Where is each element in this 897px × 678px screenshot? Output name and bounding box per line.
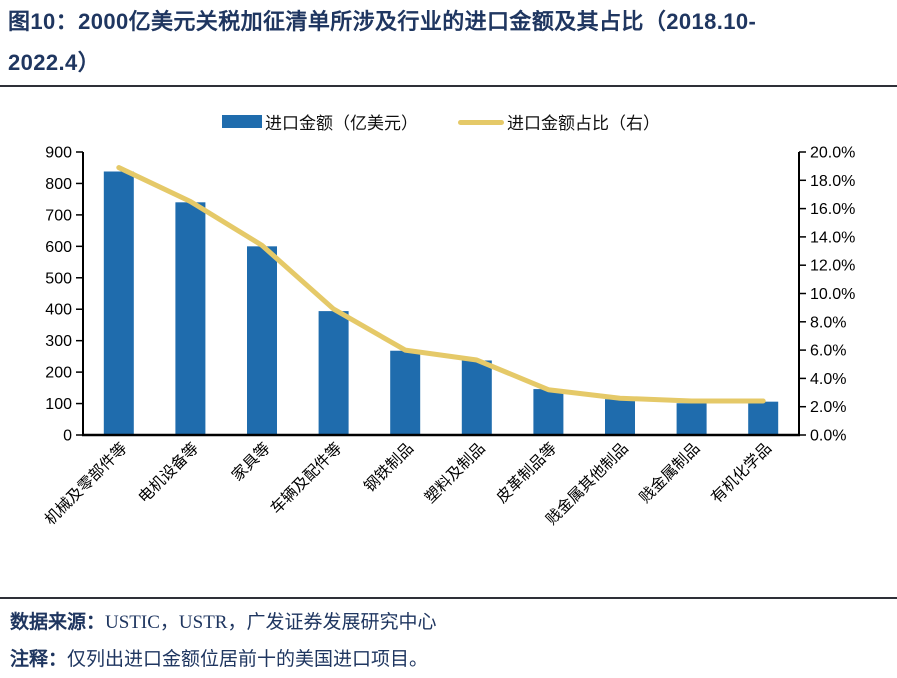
bar-贱金属制品	[676, 403, 707, 435]
note-line: 注释：仅列出进口金额位居前十的美国进口项目。	[10, 644, 428, 671]
import-amount-bar-line-chart: 0 100 200 300 400 500 600 700 800 900 0.0% 2.0% 4.0%…	[41, 145, 855, 529]
x-axis-label: 塑料及制品	[421, 439, 489, 507]
bar-贱金属其他制品	[605, 399, 635, 435]
left-axis-label: 0	[63, 428, 72, 445]
left-axis-label: 300	[45, 333, 72, 350]
figure-title: 图10：2000亿美元关税加征清单所涉及行业的进口金额及其占比（2018.10-…	[8, 9, 757, 75]
bar-钢铁制品	[390, 350, 421, 435]
bottom-divider	[0, 597, 897, 599]
left-axis-label: 400	[45, 302, 72, 319]
left-axis-label: 900	[45, 145, 72, 162]
bar-series-swatch-icon	[222, 115, 262, 128]
legend-item-bar-series: 进口金额（亿美元）	[222, 109, 418, 134]
right-axis-label: 0.0%	[810, 428, 846, 445]
right-axis-label: 8.0%	[810, 314, 846, 331]
bar-电机设备等	[175, 202, 206, 435]
legend-item-line-series: 进口金额占比（右）	[458, 109, 660, 134]
bar-塑料及制品	[461, 360, 492, 435]
left-axis-label: 200	[45, 365, 72, 382]
left-axis-label: 600	[45, 239, 72, 256]
x-axis-label: 皮革制品等	[493, 439, 561, 507]
right-axis-label: 20.0%	[810, 145, 855, 162]
right-axis-label: 6.0%	[810, 343, 846, 360]
data-source-line: 数据来源：USTIC，USTR，广发证券发展研究中心	[10, 607, 436, 634]
left-axis-label: 500	[45, 270, 72, 287]
bar-series-label: 进口金额（亿美元）	[265, 114, 418, 133]
top-divider	[0, 85, 897, 87]
note-text: 仅列出进口金额位居前十的美国进口项目。	[67, 649, 429, 670]
percent-line	[116, 165, 766, 404]
line-series-label: 进口金额占比（右）	[507, 114, 660, 133]
source-label: 数据来源：	[10, 612, 106, 633]
right-axis-label: 2.0%	[810, 399, 846, 416]
right-axis-label: 14.0%	[810, 229, 855, 246]
x-axis-label: 车辆及配件等	[267, 439, 345, 517]
bar-机械及零部件等	[103, 171, 134, 436]
left-axis-label: 700	[45, 207, 72, 224]
left-axis-label: 100	[45, 396, 72, 413]
left-axis-label: 800	[45, 176, 72, 193]
source-text: USTIC，USTR，广发证券发展研究中心	[105, 612, 437, 633]
x-axis-label: 钢铁制品	[360, 439, 417, 496]
bar-皮革制品等	[533, 389, 564, 435]
line-series-swatch-icon	[458, 119, 504, 125]
note-label: 注释：	[10, 649, 68, 670]
right-axis-label: 18.0%	[810, 173, 855, 190]
right-axis-label: 4.0%	[810, 371, 846, 388]
x-axis-label: 机械及零部件等	[41, 439, 130, 528]
x-axis-label: 家具等	[228, 439, 274, 485]
x-axis-label: 贱金属制品	[636, 439, 704, 507]
right-axis-label: 10.0%	[810, 286, 855, 303]
x-axis-label: 有机化学品	[707, 439, 775, 507]
bar-车辆及配件等	[318, 311, 349, 435]
bar-家具等	[247, 246, 277, 435]
x-axis-label: 电机设备等	[135, 439, 203, 507]
right-axis-label: 12.0%	[810, 258, 855, 275]
bar-有机化学品	[748, 401, 779, 435]
right-axis-label: 16.0%	[810, 201, 855, 218]
chart-legend: 进口金额（亿美元） 进口金额占比（右）	[0, 102, 897, 134]
